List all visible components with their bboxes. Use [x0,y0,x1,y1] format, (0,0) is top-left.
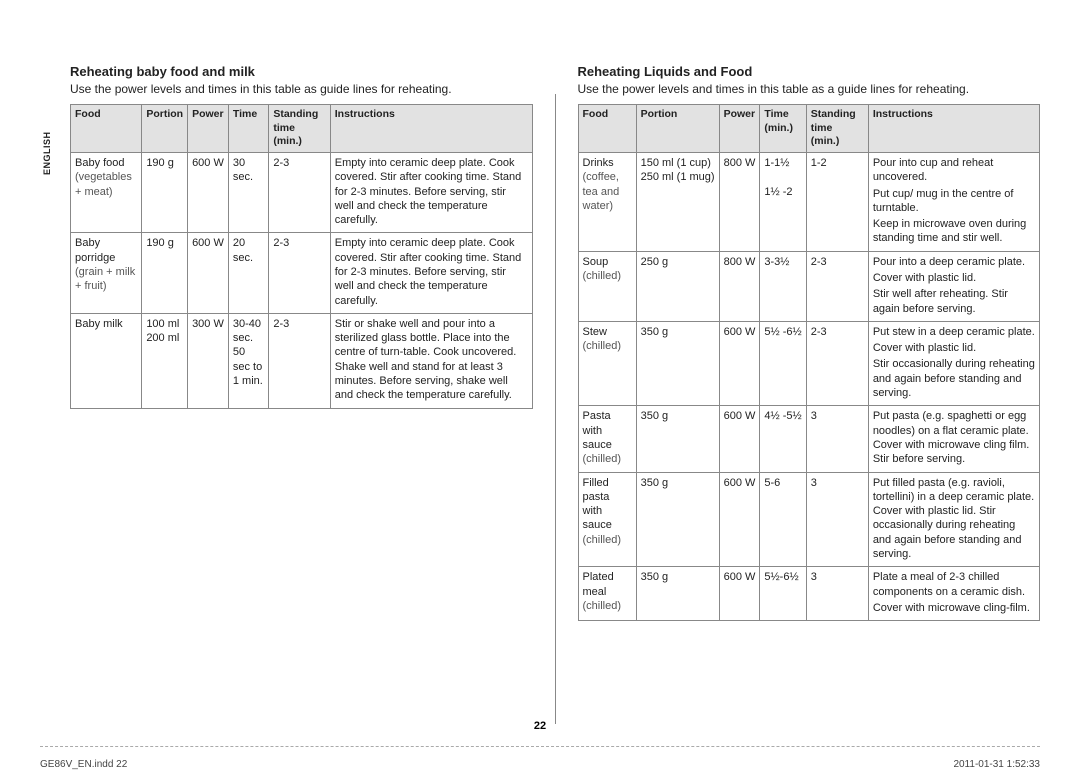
cell-instructions: Put stew in a deep ceramic plate.Cover w… [868,321,1039,405]
language-label: ENGLISH [42,131,52,175]
liquids-food-table: Food Portion Power Time (min.) Standing … [578,104,1041,621]
cell-instructions: Plate a meal of 2-3 chilled components o… [868,567,1039,621]
cell-portion: 350 g [636,406,719,472]
col-instructions: Instructions [868,105,1039,153]
cell-standing: 2-3 [269,313,330,408]
page-number: 22 [534,720,546,732]
cell-power: 600 W [719,472,760,567]
cell-time: 4½ -5½ [760,406,806,472]
cell-instructions: Stir or shake well and pour into a steri… [330,313,532,408]
table-row: Stew(chilled)350 g600 W5½ -6½2-3Put stew… [578,321,1040,405]
cell-power: 800 W [719,251,760,321]
col-time: Time [228,105,268,153]
col-portion: Portion [636,105,719,153]
col-food: Food [578,105,636,153]
cell-instructions: Pour into cup and reheat uncovered.Put c… [868,152,1039,251]
cell-portion: 150 ml (1 cup)250 ml (1 mug) [636,152,719,251]
cell-power: 600 W [188,152,229,232]
cell-standing: 2-3 [269,233,330,313]
content-columns: Reheating baby food and milk Use the pow… [70,64,1040,724]
cell-time: 3-3½ [760,251,806,321]
table-row: Plated meal(chilled)350 g600 W5½-6½3Plat… [578,567,1040,621]
col-power: Power [188,105,229,153]
table-row: Baby milk100 ml200 ml300 W30-40 sec.50 s… [71,313,533,408]
cell-food: Baby food(vegetables + meat) [71,152,142,232]
cell-standing: 3 [806,406,868,472]
cell-portion: 250 g [636,251,719,321]
cell-standing: 2-3 [806,251,868,321]
cell-instructions: Put filled pasta (e.g. ravioli, tortelli… [868,472,1039,567]
right-section-title: Reheating Liquids and Food [578,64,1041,79]
left-section-title: Reheating baby food and milk [70,64,533,79]
table-row: Baby porridge(grain + milk + fruit)190 g… [71,233,533,313]
cell-instructions: Empty into ceramic deep plate. Cook cove… [330,152,532,232]
cell-portion: 190 g [142,233,188,313]
cell-food: Stew(chilled) [578,321,636,405]
col-standing: Standing time (min.) [269,105,330,153]
cell-portion: 350 g [636,567,719,621]
col-standing: Standing time (min.) [806,105,868,153]
cell-portion: 350 g [636,321,719,405]
footer-timestamp: 2011-01-31 1:52:33 [953,759,1040,770]
cell-power: 600 W [188,233,229,313]
cell-standing: 1-2 [806,152,868,251]
table-row: Pasta with sauce(chilled)350 g600 W4½ -5… [578,406,1040,472]
cell-portion: 100 ml200 ml [142,313,188,408]
footer-file: GE86V_EN.indd 22 [40,759,127,770]
left-column: Reheating baby food and milk Use the pow… [70,64,533,724]
cell-time: 30 sec. [228,152,268,232]
cell-food: Baby milk [71,313,142,408]
cell-food: Pasta with sauce(chilled) [578,406,636,472]
table-row: Soup(chilled)250 g800 W3-3½2-3Pour into … [578,251,1040,321]
cell-power: 600 W [719,321,760,405]
cell-food: Soup(chilled) [578,251,636,321]
table-row: Drinks(coffee, tea and water)150 ml (1 c… [578,152,1040,251]
table-header-row: Food Portion Power Time (min.) Standing … [578,105,1040,153]
cell-power: 600 W [719,567,760,621]
cell-power: 600 W [719,406,760,472]
cell-instructions: Empty into ceramic deep plate. Cook cove… [330,233,532,313]
cell-time: 5½ -6½ [760,321,806,405]
table-header-row: Food Portion Power Time Standing time (m… [71,105,533,153]
cell-time: 30-40 sec.50 sec to 1 min. [228,313,268,408]
col-instructions: Instructions [330,105,532,153]
cell-standing: 3 [806,567,868,621]
table-row: Filled pasta with sauce(chilled)350 g600… [578,472,1040,567]
cell-portion: 190 g [142,152,188,232]
cell-portion: 350 g [636,472,719,567]
cell-standing: 3 [806,472,868,567]
cell-food: Filled pasta with sauce(chilled) [578,472,636,567]
cell-time: 1-1½1½ -2 [760,152,806,251]
right-section-intro: Use the power levels and times in this t… [578,82,1041,96]
cell-food: Plated meal(chilled) [578,567,636,621]
cell-standing: 2-3 [269,152,330,232]
baby-food-table: Food Portion Power Time Standing time (m… [70,104,533,409]
cell-food: Baby porridge(grain + milk + fruit) [71,233,142,313]
cell-power: 300 W [188,313,229,408]
cell-power: 800 W [719,152,760,251]
left-section-intro: Use the power levels and times in this t… [70,82,533,96]
manual-page: ENGLISH Reheating baby food and milk Use… [0,0,1080,782]
col-power: Power [719,105,760,153]
footer: GE86V_EN.indd 22 2011-01-31 1:52:33 [40,746,1040,770]
cell-time: 5½-6½ [760,567,806,621]
cell-time: 5-6 [760,472,806,567]
col-food: Food [71,105,142,153]
cell-food: Drinks(coffee, tea and water) [578,152,636,251]
col-time: Time (min.) [760,105,806,153]
cell-standing: 2-3 [806,321,868,405]
cell-time: 20 sec. [228,233,268,313]
cell-instructions: Put pasta (e.g. spaghetti or egg noodles… [868,406,1039,472]
table-row: Baby food(vegetables + meat)190 g600 W30… [71,152,533,232]
cell-instructions: Pour into a deep ceramic plate.Cover wit… [868,251,1039,321]
column-divider [555,94,556,724]
col-portion: Portion [142,105,188,153]
right-column: Reheating Liquids and Food Use the power… [578,64,1041,724]
